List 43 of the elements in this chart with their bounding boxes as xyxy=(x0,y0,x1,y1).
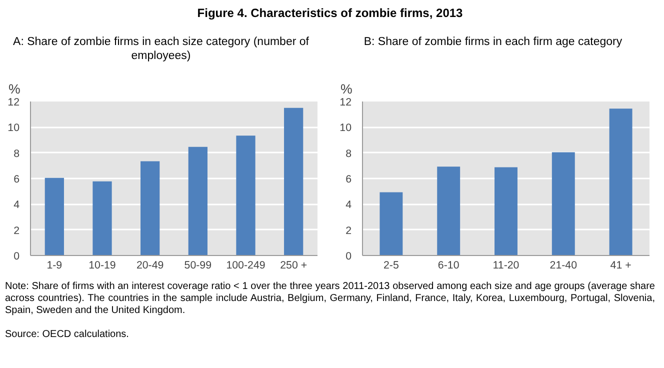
bar xyxy=(44,178,64,256)
x-tick-label: 100-249 xyxy=(226,260,266,272)
x-tick-label: 2-5 xyxy=(384,260,399,272)
y-tick-label: 10 xyxy=(340,122,352,134)
x-tick-label: 10-19 xyxy=(88,260,116,272)
y-tick-label: 0 xyxy=(346,250,352,262)
y-tick-label: 12 xyxy=(8,96,20,108)
caption: Figure 4. Characteristics of zombie firms, 2013 xyxy=(197,6,463,20)
y-axis-title: % xyxy=(340,82,352,96)
bar xyxy=(92,181,112,256)
y-tick-label: 12 xyxy=(340,96,352,108)
y-tick-label: 4 xyxy=(346,199,352,212)
source-note: Source: OECD calculations. xyxy=(5,329,129,341)
y-tick-label: 6 xyxy=(346,174,352,186)
x-tick-label: 20-49 xyxy=(136,260,164,272)
y-tick-label: 0 xyxy=(14,250,20,262)
x-tick-label: 41 + xyxy=(610,260,632,272)
x-tick-label: 50-99 xyxy=(184,260,212,272)
y-tick-label: 2 xyxy=(14,224,20,237)
y-axis-title: % xyxy=(8,82,20,96)
bar xyxy=(380,192,403,256)
x-tick-label: 21-40 xyxy=(550,260,578,272)
chart-title: B: Share of zombie firms in each firm age category xyxy=(364,35,622,50)
x-tick-label: 1-9 xyxy=(46,260,62,272)
x-tick-label: 11-20 xyxy=(492,260,520,272)
x-tick-label: 250 + xyxy=(280,260,308,272)
x-tick-label: 6-10 xyxy=(438,260,460,272)
bar xyxy=(140,161,160,256)
y-tick-label: 2 xyxy=(346,224,352,237)
bar xyxy=(609,108,632,256)
y-tick-label: 8 xyxy=(346,148,352,160)
bar xyxy=(437,166,460,256)
y-tick-label: 6 xyxy=(14,174,20,186)
bar xyxy=(188,146,208,256)
text: Note: Share of firms with an interest coverage ratio < 1 over the three years 2011-2013 observed among each size and age groups (average share across countries). The countries in the sample include Austria, Belgium, Germany, Finland, France, Italy, Korea, Luxembourg, Portugal, Slovenia, Spain, Sweden and the United Kingdom. xyxy=(5,281,655,317)
bar xyxy=(494,167,518,256)
bar xyxy=(552,152,575,256)
y-tick-label: 8 xyxy=(14,148,20,160)
y-tick-label: 10 xyxy=(8,122,20,134)
y-tick-label: 4 xyxy=(14,199,20,212)
bar xyxy=(284,108,304,256)
bar xyxy=(236,136,256,256)
chart-title: A: Share of zombie firms in each size category (number of employees) xyxy=(12,35,310,64)
